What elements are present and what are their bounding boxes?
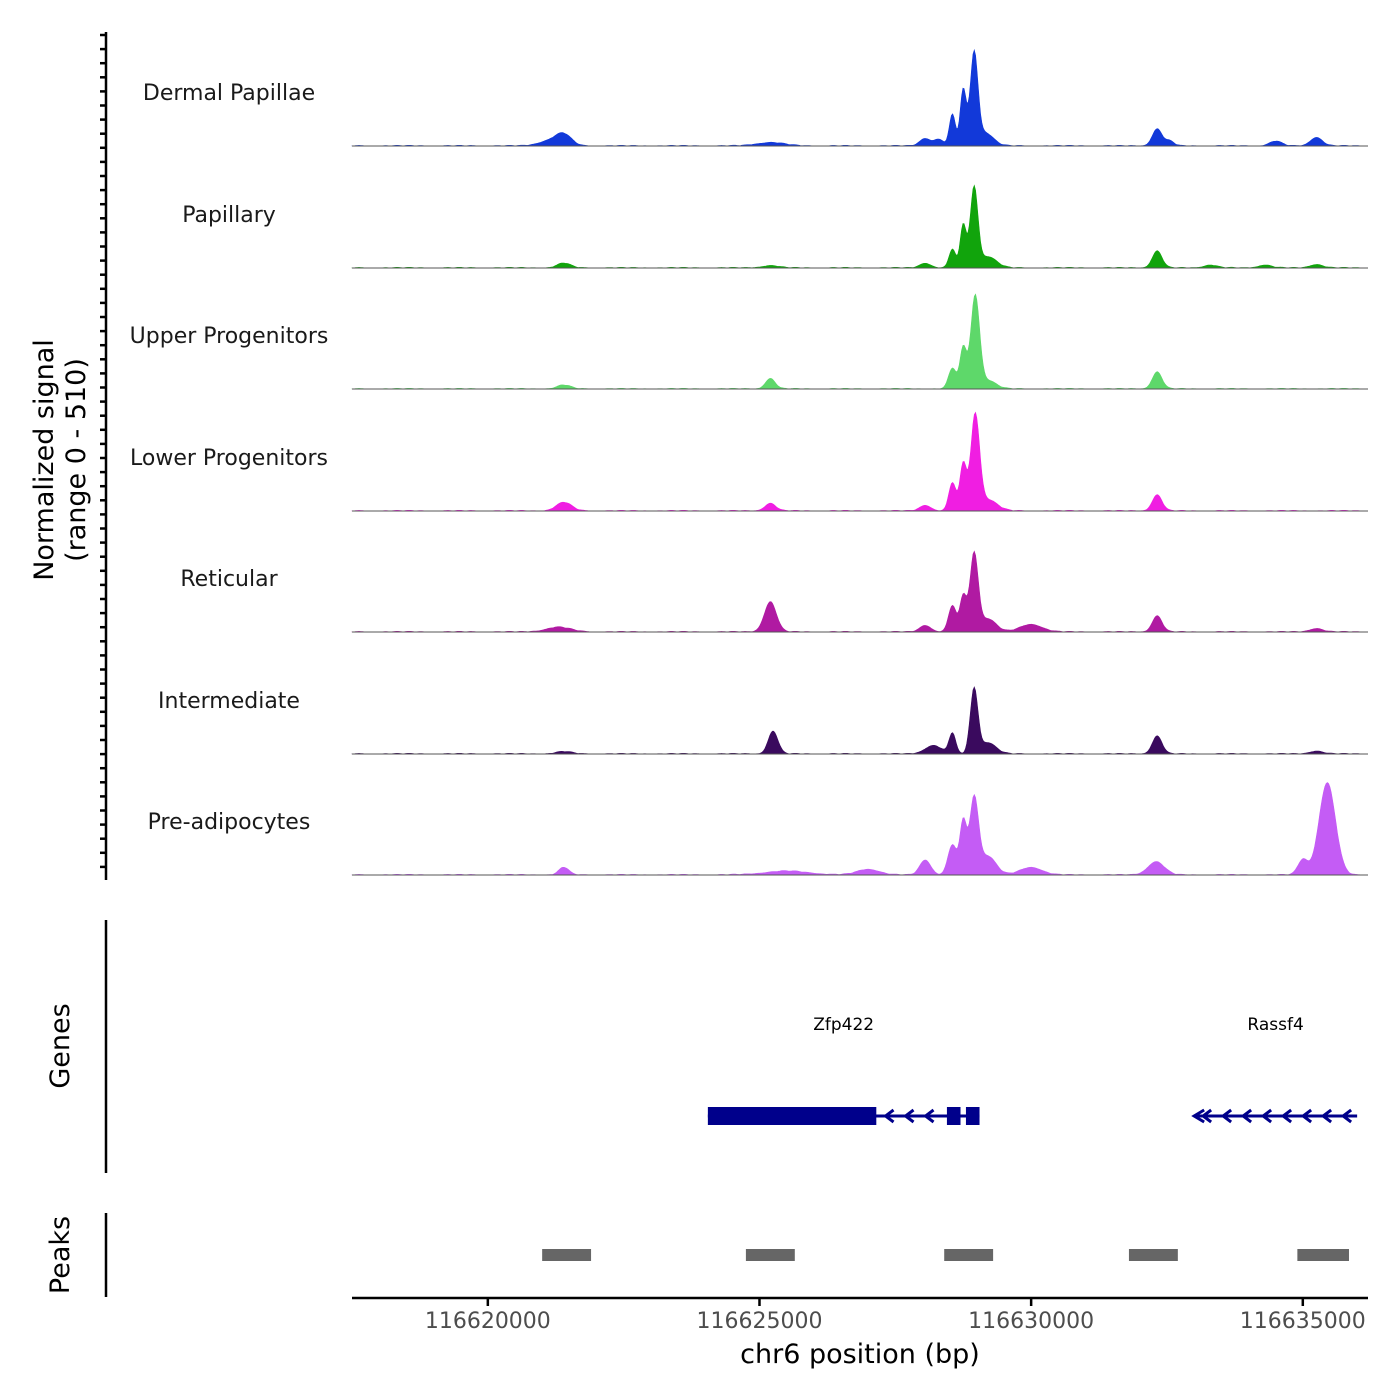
gene-model: Rassf4: [1191, 1015, 1358, 1124]
track-label: Lower Progenitors: [130, 446, 328, 471]
strand-arrow: [1220, 1108, 1233, 1124]
x-axis-ticks: 116620000 116625000 116630000 116635000: [425, 1298, 1366, 1334]
gene-label: Zfp422: [813, 1015, 874, 1035]
gene-exon: [707, 1107, 877, 1125]
y-axis-title-line1: Normalized signal: [29, 339, 60, 581]
strand-arrow: [1240, 1108, 1253, 1124]
track-label: Reticular: [180, 567, 278, 592]
coverage-area: [351, 686, 1368, 755]
coverage-track: Upper Progenitors: [130, 293, 1368, 390]
x-tick-label: 116625000: [696, 1309, 822, 1334]
peak-region: [944, 1249, 994, 1261]
strand-arrow: [1200, 1108, 1213, 1124]
strand-arrow: [1320, 1108, 1333, 1124]
coverage-area: [351, 411, 1368, 512]
coverage-track: Lower Progenitors: [130, 411, 1368, 512]
x-tick-label: 116620000: [425, 1309, 551, 1334]
coverage-tracks: Dermal Papillae Papillary Upper Progenitor…: [130, 48, 1368, 876]
gene-label: Rassf4: [1247, 1015, 1303, 1035]
coverage-track: Intermediate: [158, 686, 1368, 755]
coverage-area: [351, 48, 1368, 147]
coverage-area: [351, 293, 1368, 390]
gene-exon: [965, 1107, 980, 1125]
x-tick-label: 116635000: [1240, 1309, 1366, 1334]
gene-annotations: Zfp422 Rassf4: [707, 1015, 1358, 1125]
gene-exon: [946, 1107, 961, 1125]
genes-panel-label: Genes: [45, 1003, 76, 1088]
track-label: Pre-adipocytes: [148, 810, 311, 835]
track-label: Upper Progenitors: [130, 324, 329, 349]
coverage-area: [351, 184, 1368, 269]
track-label: Intermediate: [158, 689, 300, 714]
track-label: Dermal Papillae: [143, 81, 315, 106]
coverage-track: Papillary: [182, 184, 1368, 269]
coverage-area: [351, 550, 1368, 633]
y-axis-title-line2: (range 0 - 510): [61, 358, 92, 562]
strand-arrow: [1191, 1108, 1205, 1124]
strand-arrow: [1300, 1108, 1313, 1124]
strand-arrow: [1280, 1108, 1293, 1124]
track-label: Papillary: [182, 203, 276, 228]
peak-region: [1128, 1249, 1178, 1261]
peak-regions: [542, 1249, 1349, 1261]
x-axis-title: chr6 position (bp): [740, 1339, 980, 1370]
coverage-track: Pre-adipocytes: [148, 782, 1368, 876]
peaks-panel-label: Peaks: [45, 1216, 76, 1294]
strand-arrow: [923, 1108, 935, 1124]
strand-arrow: [883, 1108, 895, 1124]
gene-model: Zfp422: [707, 1015, 980, 1125]
peak-region: [1297, 1249, 1349, 1261]
x-tick-label: 116630000: [968, 1309, 1094, 1334]
coverage-y-ticks: [100, 33, 106, 869]
coverage-track: Reticular: [180, 550, 1368, 633]
coverage-track: Dermal Papillae: [143, 48, 1368, 147]
strand-arrow: [903, 1108, 915, 1124]
strand-arrow: [1260, 1108, 1273, 1124]
peak-region: [542, 1249, 592, 1261]
strand-arrow: [1340, 1108, 1353, 1124]
peak-region: [745, 1249, 795, 1261]
coverage-area: [351, 782, 1368, 876]
